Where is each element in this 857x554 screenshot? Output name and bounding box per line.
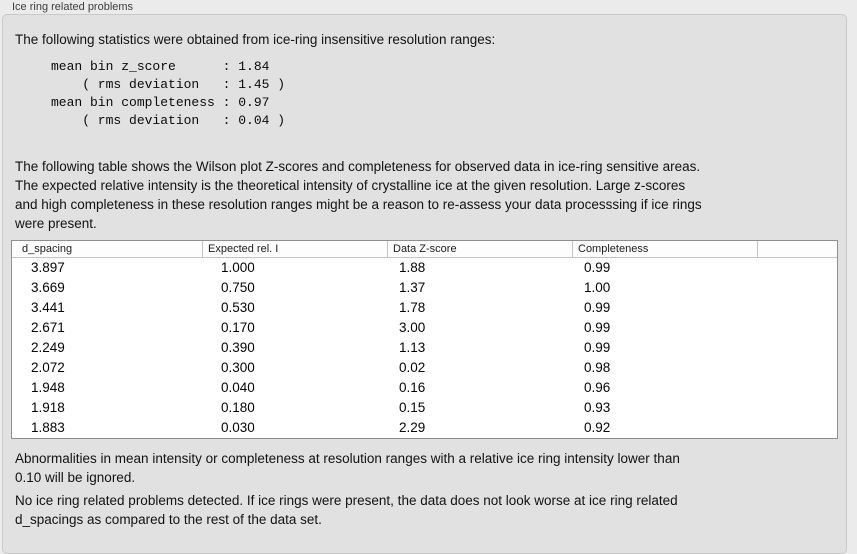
column-header-d-spacing: d_spacing — [12, 241, 203, 257]
cell-empty — [758, 258, 837, 278]
cell-data-z-score: 0.16 — [399, 380, 426, 395]
cell-expected-rel-i: 0.750 — [221, 280, 255, 295]
cell-completeness: 0.99 — [584, 340, 611, 355]
cell-empty — [758, 318, 837, 338]
cell-d-spacing: 2.072 — [31, 360, 65, 375]
cell-empty — [758, 298, 837, 318]
cell-d-spacing: 1.918 — [31, 400, 65, 415]
stats-intro-text: The following statistics were obtained f… — [15, 32, 496, 47]
table-row[interactable]: 3.669 0.750 1.37 1.00 — [12, 278, 837, 298]
cell-completeness: 0.99 — [584, 260, 611, 275]
column-header-completeness: Completeness — [573, 241, 758, 257]
cell-completeness: 0.99 — [584, 320, 611, 335]
cell-completeness: 0.98 — [584, 360, 611, 375]
column-header-data-z-score: Data Z-score — [388, 241, 573, 257]
cell-empty — [758, 418, 837, 438]
cell-d-spacing: 3.441 — [31, 300, 65, 315]
cell-data-z-score: 1.13 — [399, 340, 426, 355]
cell-empty — [758, 358, 837, 378]
table-row[interactable]: 3.441 0.530 1.78 0.99 — [12, 298, 837, 318]
cell-expected-rel-i: 0.040 — [221, 380, 255, 395]
result-summary-note: No ice ring related problems detected. I… — [15, 493, 678, 527]
cell-d-spacing: 3.669 — [31, 280, 65, 295]
stats-mono-block: mean bin z_score : 1.84 ( rms deviation … — [51, 59, 286, 128]
page-title: Ice ring related problems — [12, 1, 134, 13]
cell-d-spacing: 1.948 — [31, 380, 65, 395]
cell-data-z-score: 0.15 — [399, 400, 426, 415]
cell-expected-rel-i: 0.170 — [221, 320, 255, 335]
table-row[interactable]: 1.883 0.030 2.29 0.92 — [12, 418, 837, 438]
table-row[interactable]: 3.897 1.000 1.88 0.99 — [12, 258, 837, 278]
cell-expected-rel-i: 0.030 — [221, 420, 255, 435]
cell-d-spacing: 2.249 — [31, 340, 65, 355]
table-header-row: d_spacing Expected rel. I Data Z-score C… — [12, 241, 837, 258]
cell-d-spacing: 1.883 — [31, 420, 65, 435]
ice-ring-group-box: The following statistics were obtained f… — [2, 14, 847, 554]
table-row[interactable]: 1.948 0.040 0.16 0.96 — [12, 378, 837, 398]
cell-expected-rel-i: 0.180 — [221, 400, 255, 415]
ignore-threshold-note: Abnormalities in mean intensity or compl… — [15, 451, 680, 485]
table-row[interactable]: 2.072 0.300 0.02 0.98 — [12, 358, 837, 378]
column-header-empty — [758, 241, 837, 257]
cell-completeness: 0.93 — [584, 400, 611, 415]
cell-d-spacing: 3.897 — [31, 260, 65, 275]
table-row[interactable]: 2.249 0.390 1.13 0.99 — [12, 338, 837, 358]
cell-completeness: 0.96 — [584, 380, 611, 395]
cell-expected-rel-i: 0.300 — [221, 360, 255, 375]
column-header-expected-rel-i: Expected rel. I — [203, 241, 388, 257]
table-row[interactable]: 1.918 0.180 0.15 0.93 — [12, 398, 837, 418]
table-row[interactable]: 2.671 0.170 3.00 0.99 — [12, 318, 837, 338]
cell-data-z-score: 1.78 — [399, 300, 426, 315]
cell-expected-rel-i: 1.000 — [221, 260, 255, 275]
cell-data-z-score: 3.00 — [399, 320, 426, 335]
cell-expected-rel-i: 0.390 — [221, 340, 255, 355]
cell-data-z-score: 1.88 — [399, 260, 426, 275]
cell-empty — [758, 338, 837, 358]
cell-completeness: 0.99 — [584, 300, 611, 315]
cell-empty — [758, 278, 837, 298]
cell-completeness: 0.92 — [584, 420, 611, 435]
table-description-text: The following table shows the Wilson plo… — [15, 159, 702, 231]
cell-d-spacing: 2.671 — [31, 320, 65, 335]
cell-empty — [758, 378, 837, 398]
cell-data-z-score: 0.02 — [399, 360, 426, 375]
cell-empty — [758, 398, 837, 418]
ice-ring-table: d_spacing Expected rel. I Data Z-score C… — [11, 240, 838, 439]
cell-completeness: 1.00 — [584, 280, 611, 295]
cell-data-z-score: 2.29 — [399, 420, 426, 435]
cell-data-z-score: 1.37 — [399, 280, 426, 295]
cell-expected-rel-i: 0.530 — [221, 300, 255, 315]
